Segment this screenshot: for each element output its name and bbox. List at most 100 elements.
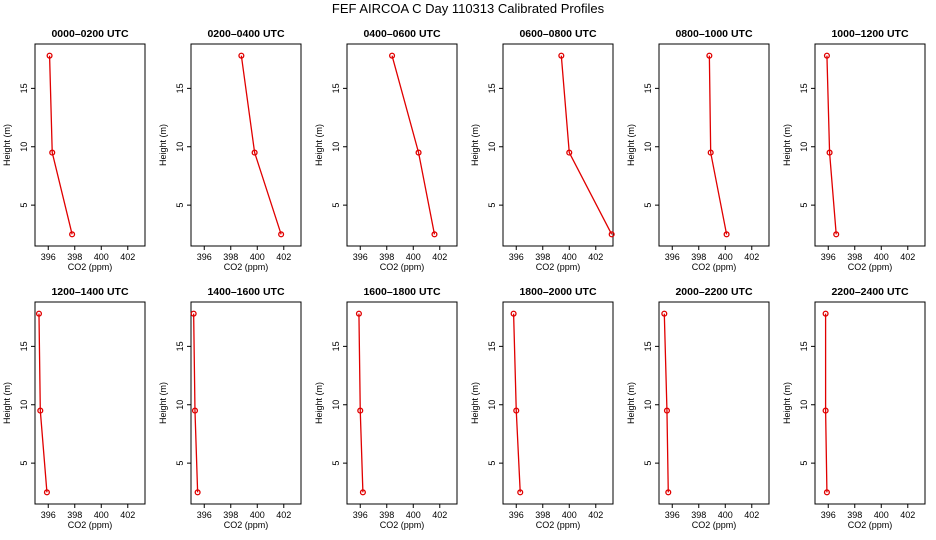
panel-title: 2200–2400 UTC — [831, 286, 908, 298]
plot-frame — [34, 43, 146, 247]
profile-point — [251, 149, 258, 156]
panel-title: 1600–1800 UTC — [363, 286, 440, 298]
y-tick-label: 15 — [331, 83, 341, 93]
profile-line — [708, 55, 728, 235]
x-axis-label: CO2 (ppm) — [692, 520, 737, 530]
profile-point — [822, 407, 829, 414]
profile-line — [512, 313, 521, 493]
x-tick-label: 396 — [353, 252, 368, 262]
y-axis-label: Height (m) — [2, 382, 12, 424]
profile-line — [391, 55, 436, 235]
profile-point — [46, 52, 53, 59]
profile-point — [357, 407, 364, 414]
y-tick-label: 10 — [643, 142, 653, 152]
y-tick-label: 5 — [643, 461, 653, 466]
y-tick-label: 10 — [331, 142, 341, 152]
y-tick-label: 10 — [643, 400, 653, 410]
panel-title: 1000–1200 UTC — [831, 28, 908, 40]
x-axis-label: CO2 (ppm) — [380, 262, 425, 272]
profile-point — [665, 489, 672, 496]
x-tick-label: 396 — [821, 510, 836, 520]
y-tick-label: 15 — [487, 341, 497, 351]
profile-point — [43, 489, 50, 496]
profile-point — [661, 310, 668, 317]
x-tick-label: 396 — [353, 510, 368, 520]
y-axis-label: Height (m) — [470, 124, 480, 166]
y-tick-label: 5 — [487, 203, 497, 208]
y-tick-label: 15 — [331, 341, 341, 351]
profile-line — [663, 313, 669, 493]
x-tick-label: 398 — [379, 510, 394, 520]
x-axis-label: CO2 (ppm) — [68, 520, 113, 530]
profile-point — [37, 407, 44, 414]
plot-frame — [658, 301, 770, 505]
panel-title: 1200–1400 UTC — [51, 286, 128, 298]
y-tick-label: 10 — [175, 142, 185, 152]
profile-point — [35, 310, 43, 317]
y-tick-label: 15 — [487, 83, 497, 93]
x-axis-label: CO2 (ppm) — [848, 520, 893, 530]
x-tick-label: 398 — [847, 252, 862, 262]
x-tick-label: 400 — [562, 252, 577, 262]
y-tick-label: 15 — [643, 341, 653, 351]
y-tick-label: 5 — [175, 203, 185, 208]
y-tick-label: 15 — [175, 341, 185, 351]
x-axis-label: CO2 (ppm) — [692, 262, 737, 272]
profile-point — [823, 489, 830, 496]
profile-point — [355, 310, 362, 317]
panel-title: 1800–2000 UTC — [519, 286, 596, 298]
plot-frame — [658, 43, 770, 247]
x-tick-label: 396 — [41, 252, 56, 262]
x-tick-label: 396 — [197, 510, 212, 520]
x-tick-label: 400 — [562, 510, 577, 520]
y-tick-label: 10 — [487, 142, 497, 152]
profile-line — [824, 313, 828, 493]
profile-point — [663, 407, 671, 414]
y-tick-label: 10 — [331, 400, 341, 410]
x-tick-label: 398 — [223, 252, 238, 262]
profile-point — [833, 231, 840, 238]
x-tick-label: 402 — [432, 510, 447, 520]
x-axis-label: CO2 (ppm) — [536, 262, 581, 272]
y-tick-label: 10 — [175, 400, 185, 410]
y-tick-label: 15 — [799, 83, 809, 93]
x-axis-label: CO2 (ppm) — [224, 520, 269, 530]
x-tick-label: 400 — [718, 510, 733, 520]
y-tick-label: 10 — [19, 142, 29, 152]
x-tick-label: 402 — [744, 510, 759, 520]
x-tick-label: 402 — [276, 510, 291, 520]
y-tick-label: 5 — [175, 461, 185, 466]
y-tick-label: 5 — [331, 203, 341, 208]
y-axis-label: Height (m) — [782, 382, 792, 424]
profile-point — [238, 52, 245, 59]
y-tick-label: 10 — [487, 400, 497, 410]
x-tick-label: 402 — [120, 510, 135, 520]
profile-point — [190, 310, 197, 317]
x-tick-label: 398 — [379, 252, 394, 262]
profile-point — [359, 489, 366, 496]
x-tick-label: 398 — [847, 510, 862, 520]
profile-point — [513, 407, 520, 414]
y-tick-label: 5 — [799, 203, 809, 208]
x-tick-label: 398 — [691, 510, 706, 520]
x-tick-label: 402 — [900, 252, 915, 262]
y-tick-label: 15 — [19, 341, 29, 351]
profile-point — [415, 149, 422, 156]
x-axis-label: CO2 (ppm) — [536, 520, 581, 530]
x-tick-label: 398 — [67, 252, 82, 262]
profile-point — [566, 149, 573, 156]
y-tick-label: 10 — [799, 142, 809, 152]
plot-frame — [346, 301, 458, 505]
profile-line — [560, 55, 613, 235]
profile-point — [608, 231, 615, 238]
plot-frame — [190, 43, 302, 247]
x-axis-label: CO2 (ppm) — [68, 262, 113, 272]
panel-title: 0800–1000 UTC — [675, 28, 752, 40]
profile-line — [826, 55, 837, 235]
y-axis-label: Height (m) — [2, 124, 12, 166]
y-tick-label: 5 — [487, 461, 497, 466]
x-tick-label: 402 — [900, 510, 915, 520]
profile-point — [431, 231, 438, 238]
plot-frame — [814, 301, 926, 505]
